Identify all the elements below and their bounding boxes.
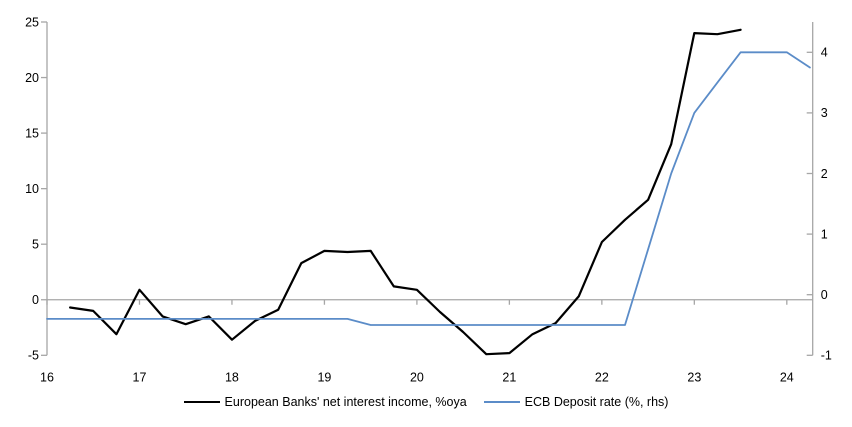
left-axis-tick-label: 0 xyxy=(32,293,39,307)
x-axis-tick-label: 24 xyxy=(780,371,794,385)
right-axis-tick-label: -1 xyxy=(821,349,832,363)
ecb-legend-label: ECB Deposit rate (%, rhs) xyxy=(524,395,669,409)
x-axis-tick-label: 18 xyxy=(225,371,239,385)
x-axis-tick-label: 16 xyxy=(40,371,54,385)
x-axis-tick-label: 20 xyxy=(410,371,424,385)
right-axis-tick-label: 0 xyxy=(821,288,828,302)
ecb-deposit-rate-series-line xyxy=(46,51,811,326)
left-axis-tick-label: 15 xyxy=(25,126,39,140)
legend-item-net-interest-income: European Banks' net interest income, %oy… xyxy=(183,395,467,409)
nii-legend-label: European Banks' net interest income, %oy… xyxy=(224,395,467,409)
x-axis-tick-label: 17 xyxy=(133,371,147,385)
right-axis-tick-label: 4 xyxy=(821,46,828,60)
x-axis-tick-label: 21 xyxy=(502,371,516,385)
left-axis-tick-label: -5 xyxy=(28,349,39,363)
left-axis-tick-label: 25 xyxy=(25,15,39,29)
nii-line-swatch xyxy=(183,401,220,403)
left-axis-tick-label: 5 xyxy=(32,238,39,252)
x-axis-tick-label: 23 xyxy=(687,371,701,385)
right-axis-tick-label: 1 xyxy=(821,227,828,241)
right-axis-tick-label: 2 xyxy=(821,167,828,181)
ecb-line-swatch xyxy=(483,401,520,403)
x-axis-tick-label: 22 xyxy=(595,371,609,385)
left-axis-tick-label: 10 xyxy=(25,182,39,196)
right-axis-tick-label: 3 xyxy=(821,106,828,120)
left-axis-tick-label: 20 xyxy=(25,71,39,85)
legend-item-ecb-deposit-rate: ECB Deposit rate (%, rhs) xyxy=(483,395,669,409)
x-axis-tick-label: 19 xyxy=(317,371,331,385)
legend: European Banks' net interest income, %oy… xyxy=(0,394,852,410)
nii-series-line xyxy=(68,28,742,356)
